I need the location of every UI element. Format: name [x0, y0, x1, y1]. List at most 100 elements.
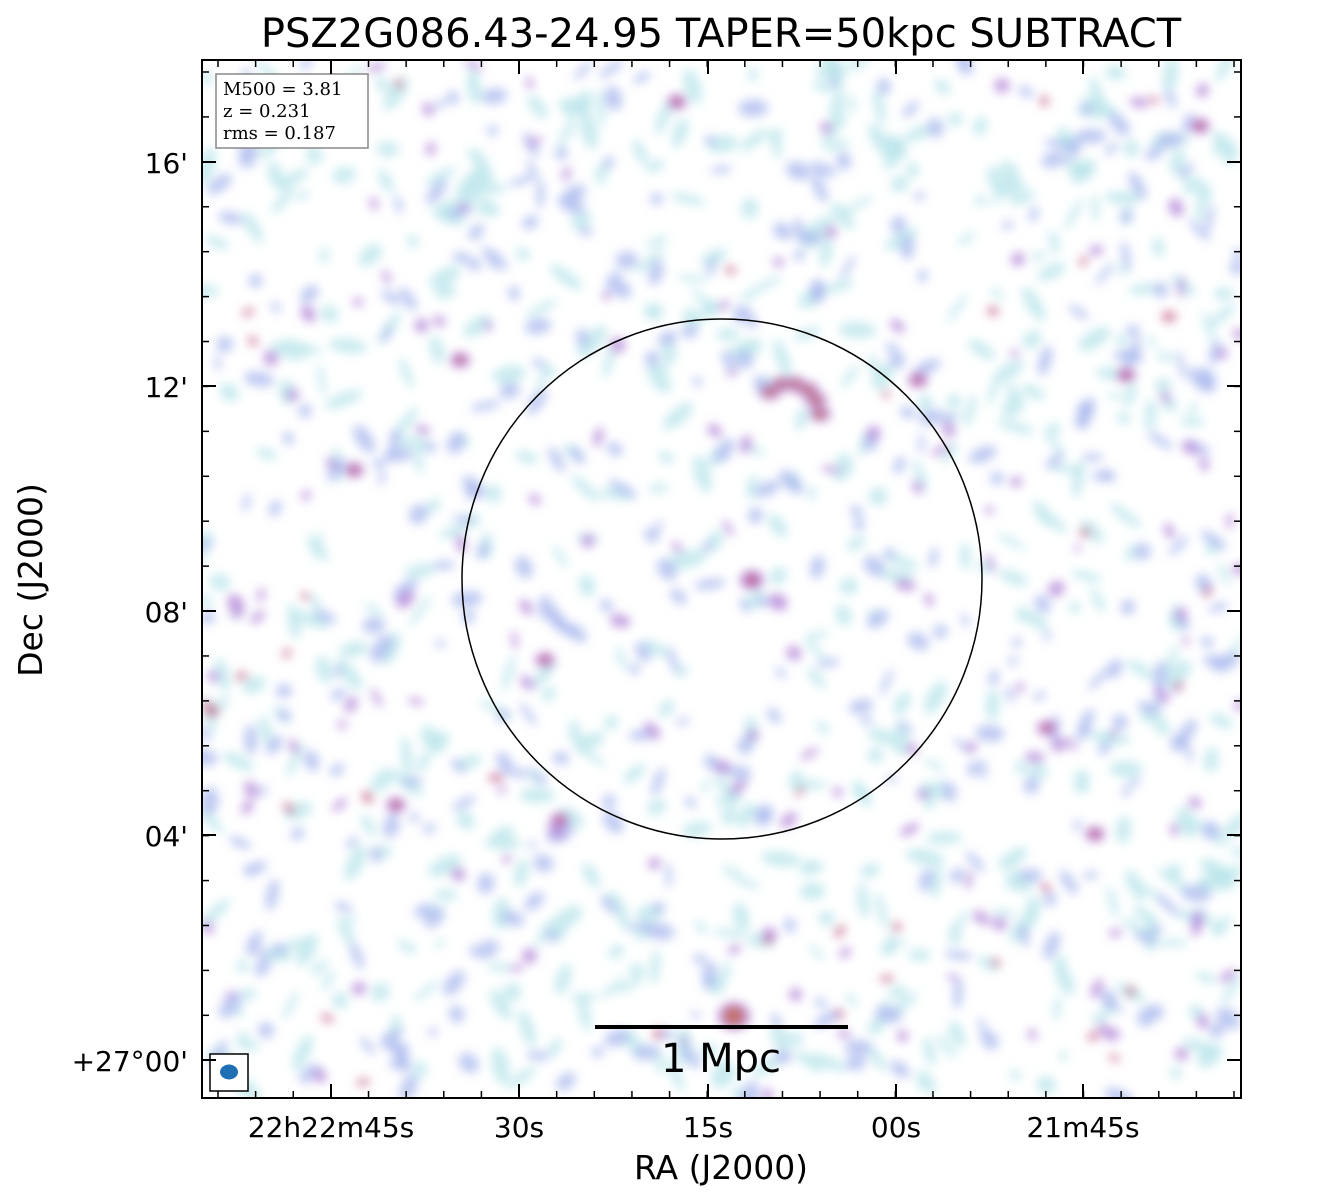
emission-blob: [496, 786, 507, 794]
emission-blob: [1041, 723, 1053, 733]
emission-blob: [658, 451, 674, 463]
emission-blob: [1107, 885, 1119, 919]
emission-blob: [868, 124, 893, 157]
emission-blob: [632, 139, 648, 165]
emission-blob: [721, 350, 735, 370]
emission-blob: [1116, 333, 1128, 347]
emission-blob: [476, 542, 490, 560]
x-tick-label: 00s: [871, 1111, 921, 1144]
emission-blob: [873, 89, 886, 125]
emission-blob: [1043, 931, 1061, 960]
emission-blob: [926, 831, 963, 845]
emission-blob: [746, 729, 759, 742]
emission-blob: [507, 964, 525, 972]
emission-blob: [301, 490, 311, 501]
emission-blob: [1120, 241, 1131, 270]
emission-blob: [524, 318, 552, 335]
emission-blob: [599, 599, 614, 612]
emission-blob: [1023, 776, 1040, 794]
emission-blob: [1080, 96, 1118, 113]
emission-blob: [844, 1039, 873, 1056]
emission-blob: [1018, 868, 1043, 883]
y-axis-label: Dec (J2000): [11, 483, 50, 677]
emission-blob: [1204, 203, 1214, 235]
emission-blob: [704, 753, 718, 771]
emission-blob: [483, 939, 502, 950]
emission-blob: [999, 160, 1020, 186]
emission-blob: [234, 1037, 259, 1051]
emission-blob: [1215, 60, 1234, 82]
emission-blob: [998, 847, 1028, 871]
emission-blob: [917, 269, 928, 283]
emission-blob: [214, 658, 230, 692]
scale-bar-label: 1 Mpc: [661, 1036, 781, 1082]
emission-blob: [408, 504, 429, 525]
emission-blob: [1073, 545, 1082, 552]
emission-blob: [606, 442, 623, 457]
emission-blob: [314, 610, 337, 624]
emission-blob: [1125, 985, 1136, 997]
emission-blob: [554, 964, 572, 995]
axis-ticks: [202, 60, 1241, 1098]
emission-blob: [1018, 923, 1030, 948]
emission-blob: [258, 715, 273, 746]
emission-blob: [987, 166, 1001, 190]
emission-blob: [202, 610, 215, 625]
emission-blob: [414, 903, 431, 918]
emission-blob: [514, 858, 529, 888]
emission-blob: [810, 555, 825, 579]
emission-blob: [1164, 88, 1177, 109]
emission-blob: [1110, 503, 1142, 529]
emission-blob: [1145, 146, 1164, 161]
emission-blob: [330, 688, 347, 701]
emission-blob: [244, 724, 258, 755]
emission-blob: [651, 767, 666, 796]
emission-blob: [271, 186, 295, 214]
emission-blob: [1010, 476, 1023, 488]
emission-blob: [868, 487, 888, 506]
emission-blob: [957, 231, 976, 246]
emission-blob: [570, 211, 592, 230]
emission-blob: [762, 1087, 773, 1098]
emission-blob: [315, 656, 333, 683]
emission-blob: [779, 812, 798, 828]
emission-blob: [1213, 652, 1240, 673]
emission-blob: [985, 505, 994, 515]
emission-blob: [1018, 85, 1034, 99]
emission-blob: [525, 137, 544, 146]
emission-blob: [425, 141, 436, 156]
emission-blob: [1234, 699, 1241, 712]
emission-blob: [1170, 1066, 1182, 1080]
emission-blob: [1154, 686, 1171, 703]
emission-blob: [716, 795, 726, 808]
emission-blob: [1139, 709, 1164, 725]
emission-blob: [978, 1017, 986, 1038]
emission-blob: [671, 117, 689, 148]
emission-blob: [601, 794, 617, 809]
emission-blob: [1134, 542, 1151, 560]
emission-blob: [749, 275, 783, 294]
emission-blob: [202, 70, 214, 86]
emission-blob: [578, 574, 596, 597]
emission-blob: [1074, 770, 1090, 786]
emission-blob: [265, 878, 279, 911]
emission-blob: [924, 592, 934, 607]
emission-blob: [821, 465, 842, 473]
emission-blob: [900, 235, 915, 260]
emission-blob: [779, 469, 804, 495]
emission-blob: [1191, 176, 1213, 202]
emission-blob: [1180, 885, 1212, 902]
emission-blob: [1214, 287, 1234, 301]
emission-blob: [254, 957, 272, 977]
emission-blob: [670, 193, 706, 206]
emission-blob: [692, 455, 712, 493]
emission-blob: [1168, 198, 1184, 217]
emission-blob: [927, 117, 944, 138]
emission-blob: [234, 672, 249, 681]
emission-blob: [1050, 464, 1084, 474]
emission-blob: [885, 342, 899, 354]
emission-blob: [344, 844, 367, 881]
emission-blob: [720, 808, 738, 825]
emission-blob: [654, 99, 673, 135]
emission-blob: [1095, 262, 1114, 285]
